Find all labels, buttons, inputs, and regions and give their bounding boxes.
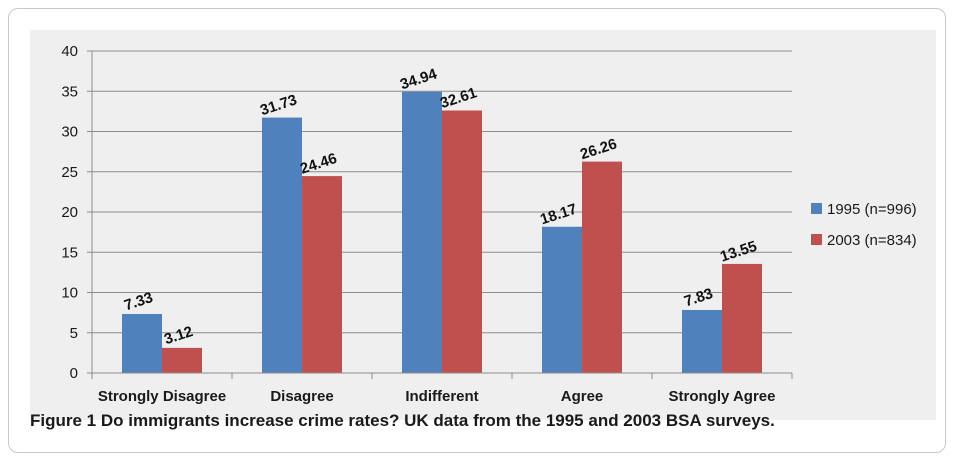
bar	[162, 347, 202, 373]
bar	[442, 110, 482, 373]
legend-swatch	[811, 234, 822, 245]
y-tick-label: 25	[61, 164, 78, 181]
x-tick-label: Agree	[561, 388, 604, 405]
bar	[682, 309, 722, 373]
data-label: 3.12	[162, 323, 195, 348]
y-tick-label: 0	[70, 365, 78, 382]
y-tick-label: 10	[61, 285, 78, 302]
data-label: 32.61	[438, 84, 479, 112]
bar	[722, 263, 762, 373]
legend: 1995 (n=996) 2003 (n=834)	[811, 201, 917, 249]
data-label: 13.55	[718, 238, 759, 266]
legend-label: 1995 (n=996)	[827, 201, 917, 218]
x-tick-label: Disagree	[270, 388, 333, 405]
data-label: 34.94	[398, 65, 440, 93]
y-tick-label: 35	[61, 83, 78, 100]
y-axis: 0 5 10 15 20 25 30 35 40	[61, 43, 93, 382]
data-label: 31.73	[258, 91, 299, 119]
data-label: 18.17	[538, 201, 579, 229]
data-label: 24.46	[298, 150, 339, 178]
data-label: 26.26	[578, 135, 619, 163]
bar	[262, 117, 302, 373]
x-tick-label: Strongly Disagree	[98, 388, 226, 405]
bar	[542, 226, 582, 373]
y-tick-label: 40	[61, 43, 78, 60]
bar	[122, 313, 162, 373]
data-labels: 7.333.1231.7324.4634.9432.6118.1726.267.…	[122, 65, 759, 348]
x-tick-label: Indifferent	[405, 388, 478, 405]
bar	[402, 91, 442, 373]
y-tick-label: 30	[61, 124, 78, 141]
bar	[302, 176, 342, 373]
x-tick-label: Strongly Agree	[669, 388, 776, 405]
x-axis: Strongly Disagree Disagree Indifferent Agre…	[91, 372, 793, 405]
y-tick-label: 5	[70, 325, 78, 342]
bars	[122, 91, 762, 373]
y-tick-label: 20	[61, 204, 78, 221]
legend-label: 2003 (n=834)	[827, 232, 917, 249]
bar	[582, 161, 622, 373]
data-label: 7.83	[682, 285, 715, 310]
legend-swatch	[811, 203, 822, 214]
figure-caption: Figure 1 Do immigrants increase crime ra…	[30, 411, 775, 430]
y-tick-label: 15	[61, 244, 78, 261]
